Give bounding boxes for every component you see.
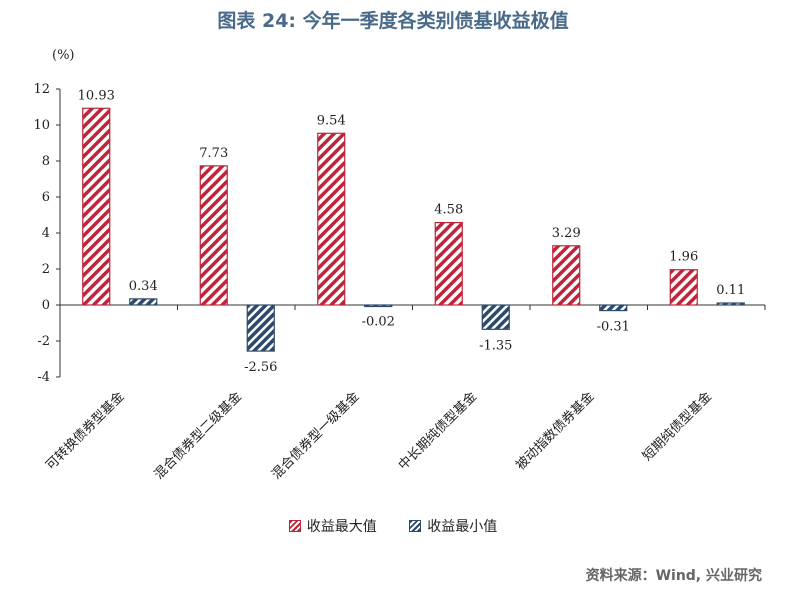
bar-max [552, 245, 581, 306]
data-label: 7.73 [199, 146, 228, 161]
y-tick-label: -2 [37, 334, 50, 349]
bar-max [82, 107, 111, 306]
x-tick-label: 混合债券型二级基金 [151, 389, 245, 483]
data-label: 0.34 [129, 279, 158, 294]
y-axis-unit: (%) [52, 48, 75, 63]
data-label: 0.11 [716, 283, 745, 298]
legend-item-min: 收益最小值 [409, 516, 497, 536]
data-label: 10.93 [78, 88, 115, 103]
legend-item-max: 收益最大值 [288, 516, 377, 536]
legend-label-max: 收益最大值 [306, 519, 377, 535]
y-tick-label: 8 [42, 154, 50, 169]
data-label: 4.58 [434, 203, 463, 218]
y-tick-label: 6 [42, 190, 50, 205]
y-tick-label: 10 [33, 118, 50, 133]
data-label: 3.29 [552, 226, 581, 241]
data-label: 9.54 [317, 113, 346, 128]
data-label: -1.35 [479, 338, 512, 353]
x-tick-label: 短期纯债型基金 [639, 389, 715, 465]
x-tick-label: 可转换债券型基金 [43, 389, 128, 474]
x-tick-label: 混合债券型一级基金 [268, 389, 362, 483]
bar-max [434, 221, 463, 306]
chart-legend: 收益最大值 收益最小值 [0, 516, 786, 536]
data-label: -2.56 [244, 360, 277, 375]
chart-title: 图表 24: 今年一季度各类别债基收益极值 [217, 10, 569, 32]
bar-max [669, 269, 698, 306]
bar-min [364, 304, 393, 308]
bar-min [481, 304, 510, 330]
data-label: -0.02 [362, 314, 395, 329]
bar-min [246, 304, 275, 352]
data-label: 1.96 [669, 250, 698, 265]
bar-min [129, 298, 158, 306]
bar-max [317, 132, 346, 306]
legend-swatch-min [409, 520, 422, 532]
data-label: -0.31 [597, 320, 630, 335]
y-tick-label: -4 [37, 370, 50, 385]
legend-label-min: 收益最小值 [427, 519, 498, 535]
bar-min [599, 304, 628, 312]
legend-swatch-max [288, 520, 301, 532]
x-tick-label: 中长期纯债型基金 [395, 389, 480, 474]
bar-min [716, 302, 745, 306]
x-tick-label: 被动指数债券基金 [513, 389, 598, 474]
bar-max [199, 165, 228, 306]
y-tick-label: 12 [33, 82, 50, 97]
source-note: 资料来源：Wind, 兴业研究 [585, 568, 762, 584]
y-tick-label: 4 [42, 226, 50, 241]
y-tick-label: 0 [42, 298, 50, 313]
y-tick-label: 2 [42, 262, 50, 277]
